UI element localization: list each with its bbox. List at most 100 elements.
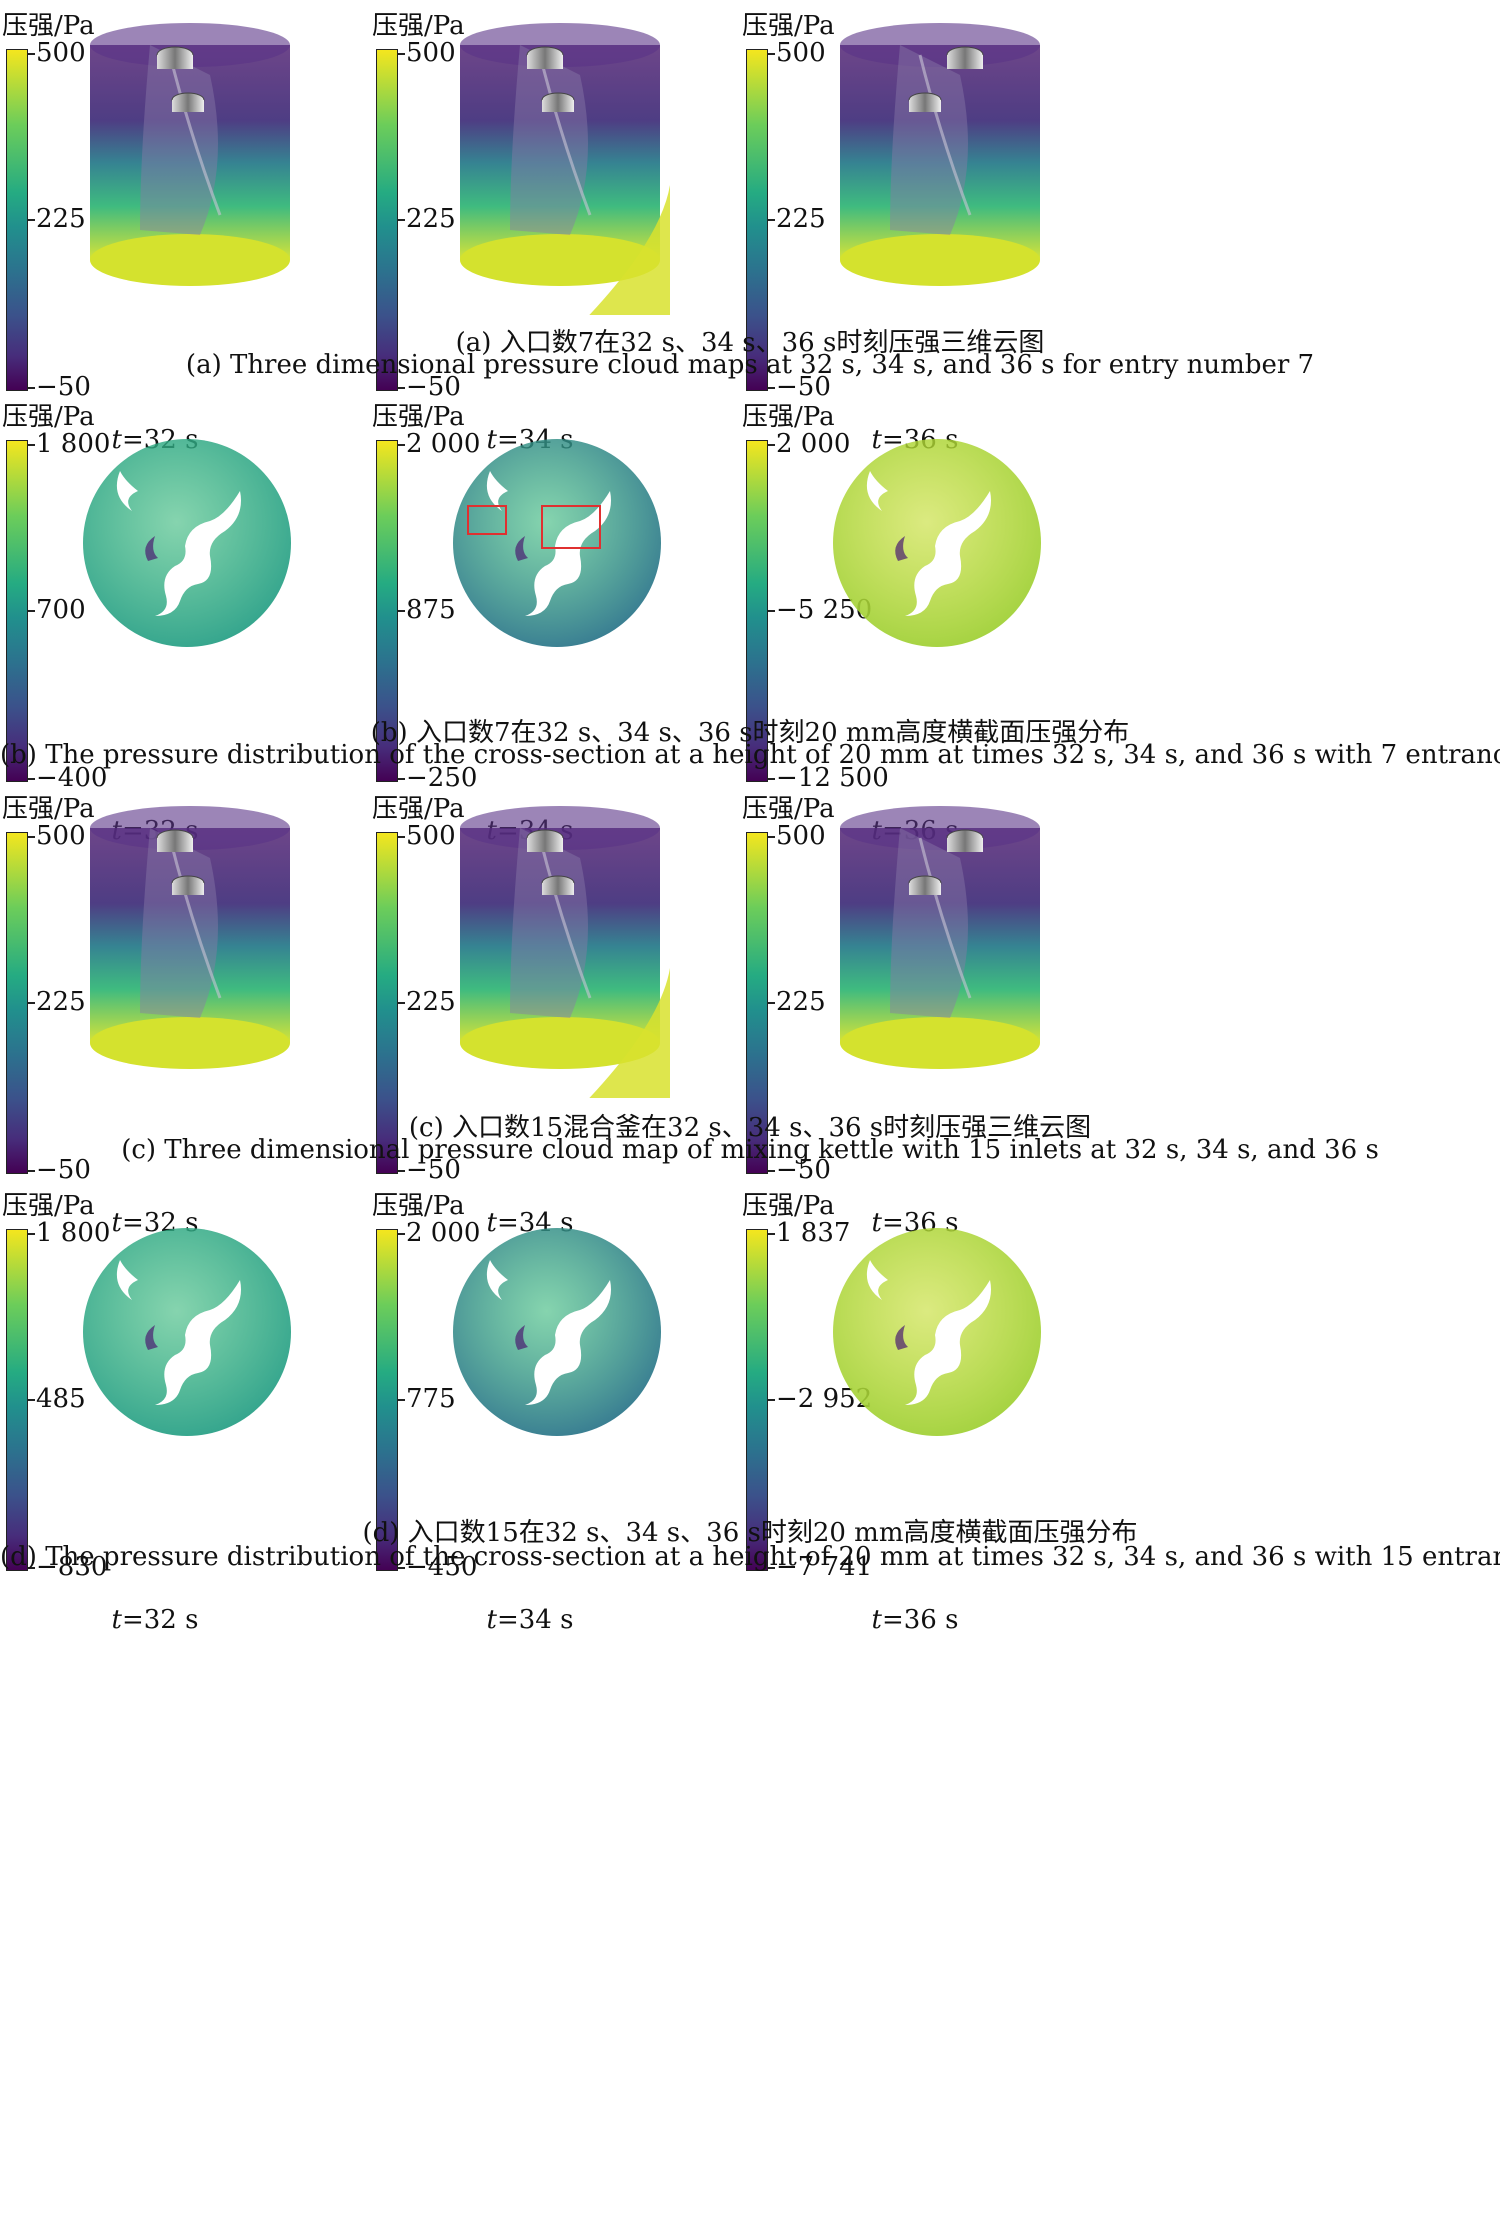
colorbar-tick-label: 225	[36, 987, 86, 1017]
colorbar-title: 压强/Pa	[2, 11, 95, 41]
colorbar-tick	[397, 1567, 405, 1569]
colorbar-title: 压强/Pa	[2, 402, 95, 432]
colorbar-tick-label: 500	[36, 821, 86, 851]
colorbar-title: 压强/Pa	[2, 794, 95, 824]
caption-cn: (a) 入口数7在32 s、34 s、36 s时刻压强三维云图	[455, 328, 1045, 358]
colorbar-tick-label: −12 500	[776, 763, 889, 793]
colorbar-tick	[27, 53, 35, 55]
colorbar-tick-label: −7 741	[776, 1552, 873, 1582]
colorbar-tick	[27, 836, 35, 838]
colorbar-tick	[27, 219, 35, 221]
subplot-c-2: 压强/Pa 500 225 −50	[370, 788, 870, 1238]
colorbar-tick	[767, 1233, 775, 1235]
colorbar-tick-label: 500	[36, 38, 86, 68]
colorbar-tick	[27, 1233, 35, 1235]
colorbar-tick	[27, 444, 35, 446]
caption-en: (b) The pressure distribution of the cro…	[0, 740, 1500, 770]
colorbar-title: 压强/Pa	[742, 11, 835, 41]
pressure-cross-section	[450, 436, 665, 655]
colorbar-tick	[767, 1399, 775, 1401]
colorbar-tick	[27, 1170, 35, 1172]
colorbar-tick-label: 2 000	[406, 1218, 481, 1248]
colorbar-tick-label: 225	[406, 204, 456, 234]
colorbar-tick	[767, 836, 775, 838]
colorbar-tick-label: 500	[776, 821, 826, 851]
colorbar-tick	[767, 1567, 775, 1569]
colorbar-tick-label: 500	[406, 38, 456, 68]
colorbar-tick	[397, 778, 405, 780]
caption-en: (d) The pressure distribution of the cro…	[0, 1542, 1500, 1572]
pressure-3d-view	[830, 798, 1050, 1102]
colorbar-title: 压强/Pa	[372, 11, 465, 41]
colorbar-tick	[397, 219, 405, 221]
panel-d: 压强/Pa 1 800 485 −830 t=32 s 压强/Pa	[0, 1185, 1500, 1635]
subplot-a-1: 压强/Pa 500 225 −50	[0, 5, 500, 455]
colorbar-tick	[767, 444, 775, 446]
colorbar-tick	[397, 387, 405, 389]
subplot-c-1: 压强/Pa 500 225 −50	[0, 788, 500, 1238]
colorbar-tick	[27, 1399, 35, 1401]
pressure-3d-view	[450, 798, 670, 1118]
colorbar-tick-label: −50	[406, 372, 461, 402]
pressure-cross-section	[830, 436, 1045, 655]
colorbar-tick	[397, 1233, 405, 1235]
colorbar-tick	[397, 836, 405, 838]
colorbar-tick-label: −250	[406, 763, 478, 793]
colorbar-tick	[767, 1170, 775, 1172]
colorbar-tick-label: −50	[36, 1155, 91, 1185]
caption-en: (c) Three dimensional pressure cloud map…	[121, 1135, 1379, 1165]
colorbar-title: 压强/Pa	[372, 794, 465, 824]
caption-cn: (c) 入口数15混合釜在32 s、34 s、36 s时刻压强三维云图	[408, 1113, 1092, 1143]
colorbar-tick-label: 225	[776, 204, 826, 234]
colorbar-tick	[27, 1567, 35, 1569]
colorbar-tick-label: −400	[36, 763, 108, 793]
colorbar-tick-label: 500	[406, 821, 456, 851]
subplot-b-2: 压强/Pa 2 000 875 −250 t=34 s	[370, 396, 870, 846]
colorbar-tick-label: −50	[776, 1155, 831, 1185]
colorbar-tick	[767, 610, 775, 612]
colorbar-tick-label: 2 000	[406, 429, 481, 459]
pressure-3d-view	[80, 15, 300, 319]
colorbar-tick	[27, 387, 35, 389]
colorbar-tick-label: 1 837	[776, 1218, 851, 1248]
colorbar-tick-label: 225	[776, 987, 826, 1017]
time-label: t=36 s	[871, 1605, 959, 1635]
highlight-box	[467, 505, 507, 535]
colorbar-title: 压强/Pa	[372, 1191, 465, 1221]
colorbar-tick	[767, 219, 775, 221]
colorbar-tick-label: 1 800	[36, 1218, 111, 1248]
colorbar-tick-label: 225	[406, 987, 456, 1017]
colorbar-title: 压强/Pa	[742, 402, 835, 432]
colorbar-tick	[397, 1002, 405, 1004]
colorbar-tick	[767, 53, 775, 55]
highlight-box	[541, 505, 601, 549]
colorbar-title: 压强/Pa	[372, 402, 465, 432]
pressure-3d-view	[80, 798, 300, 1102]
caption-cn: (d) 入口数15在32 s、34 s、36 s时刻20 mm高度横截面压强分布	[362, 1518, 1138, 1548]
colorbar-tick	[397, 1170, 405, 1172]
colorbar-tick-label: 1 800	[36, 429, 111, 459]
subplot-b-3: 压强/Pa 2 000 −5 250 −12 500 t=36 s	[740, 396, 1240, 846]
colorbar-tick	[397, 1399, 405, 1401]
subplot-d-2: 压强/Pa 2 000 775 −450 t=34 s	[370, 1185, 870, 1635]
pressure-3d-view	[830, 15, 1050, 319]
colorbar-tick-label: 225	[36, 204, 86, 234]
panel-c: 压强/Pa 500 225 −50	[0, 788, 1500, 1238]
colorbar-tick	[767, 387, 775, 389]
colorbar-tick	[767, 778, 775, 780]
colorbar-tick-label: 485	[36, 1384, 86, 1414]
pressure-3d-view	[450, 15, 670, 335]
colorbar-tick-label: 2 000	[776, 429, 851, 459]
colorbar-tick	[397, 53, 405, 55]
pressure-cross-section	[830, 1225, 1045, 1444]
colorbar-tick	[397, 444, 405, 446]
colorbar-tick	[767, 1002, 775, 1004]
colorbar-title: 压强/Pa	[742, 1191, 835, 1221]
colorbar-tick	[397, 610, 405, 612]
colorbar-tick-label: 700	[36, 595, 86, 625]
colorbar-tick-label: −50	[776, 372, 831, 402]
colorbar-tick-label: 500	[776, 38, 826, 68]
colorbar-tick-label: −830	[36, 1552, 108, 1582]
colorbar-tick-label: −50	[406, 1155, 461, 1185]
time-label: t=32 s	[111, 1605, 199, 1635]
